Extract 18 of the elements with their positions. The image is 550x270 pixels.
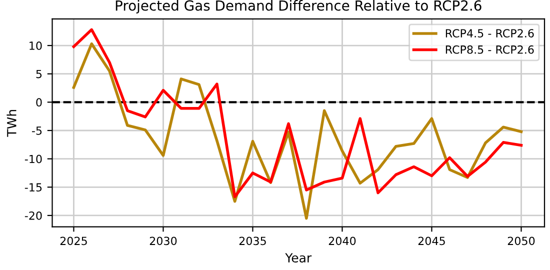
y-tick-label: -15 bbox=[24, 183, 42, 192]
y-tick-label: 10 bbox=[30, 42, 42, 50]
x-tick-label: 2025 bbox=[60, 236, 87, 246]
legend-label: RCP4.5 - RCP2.6 bbox=[446, 29, 534, 38]
y-axis-title: TWh bbox=[6, 110, 16, 137]
x-tick-label: 2045 bbox=[418, 236, 445, 246]
y-tick-label: -20 bbox=[24, 211, 42, 220]
y-tick-label: -10 bbox=[24, 154, 42, 164]
chart-title: Projected Gas Demand Difference Relative to RCP2.6 bbox=[116, 0, 482, 14]
x-tick-label: 2035 bbox=[239, 236, 266, 246]
y-tick-label: -5 bbox=[32, 126, 42, 135]
x-tick-label: 2040 bbox=[328, 236, 356, 246]
x-tick-label: 2050 bbox=[508, 236, 535, 246]
x-axis-title: Year bbox=[285, 253, 312, 263]
x-tick-label: 2030 bbox=[150, 236, 177, 246]
y-tick-label: 0 bbox=[36, 98, 42, 107]
y-tick-label: 5 bbox=[36, 70, 42, 78]
legend-label: RCP8.5 - RCP2.6 bbox=[446, 45, 534, 54]
